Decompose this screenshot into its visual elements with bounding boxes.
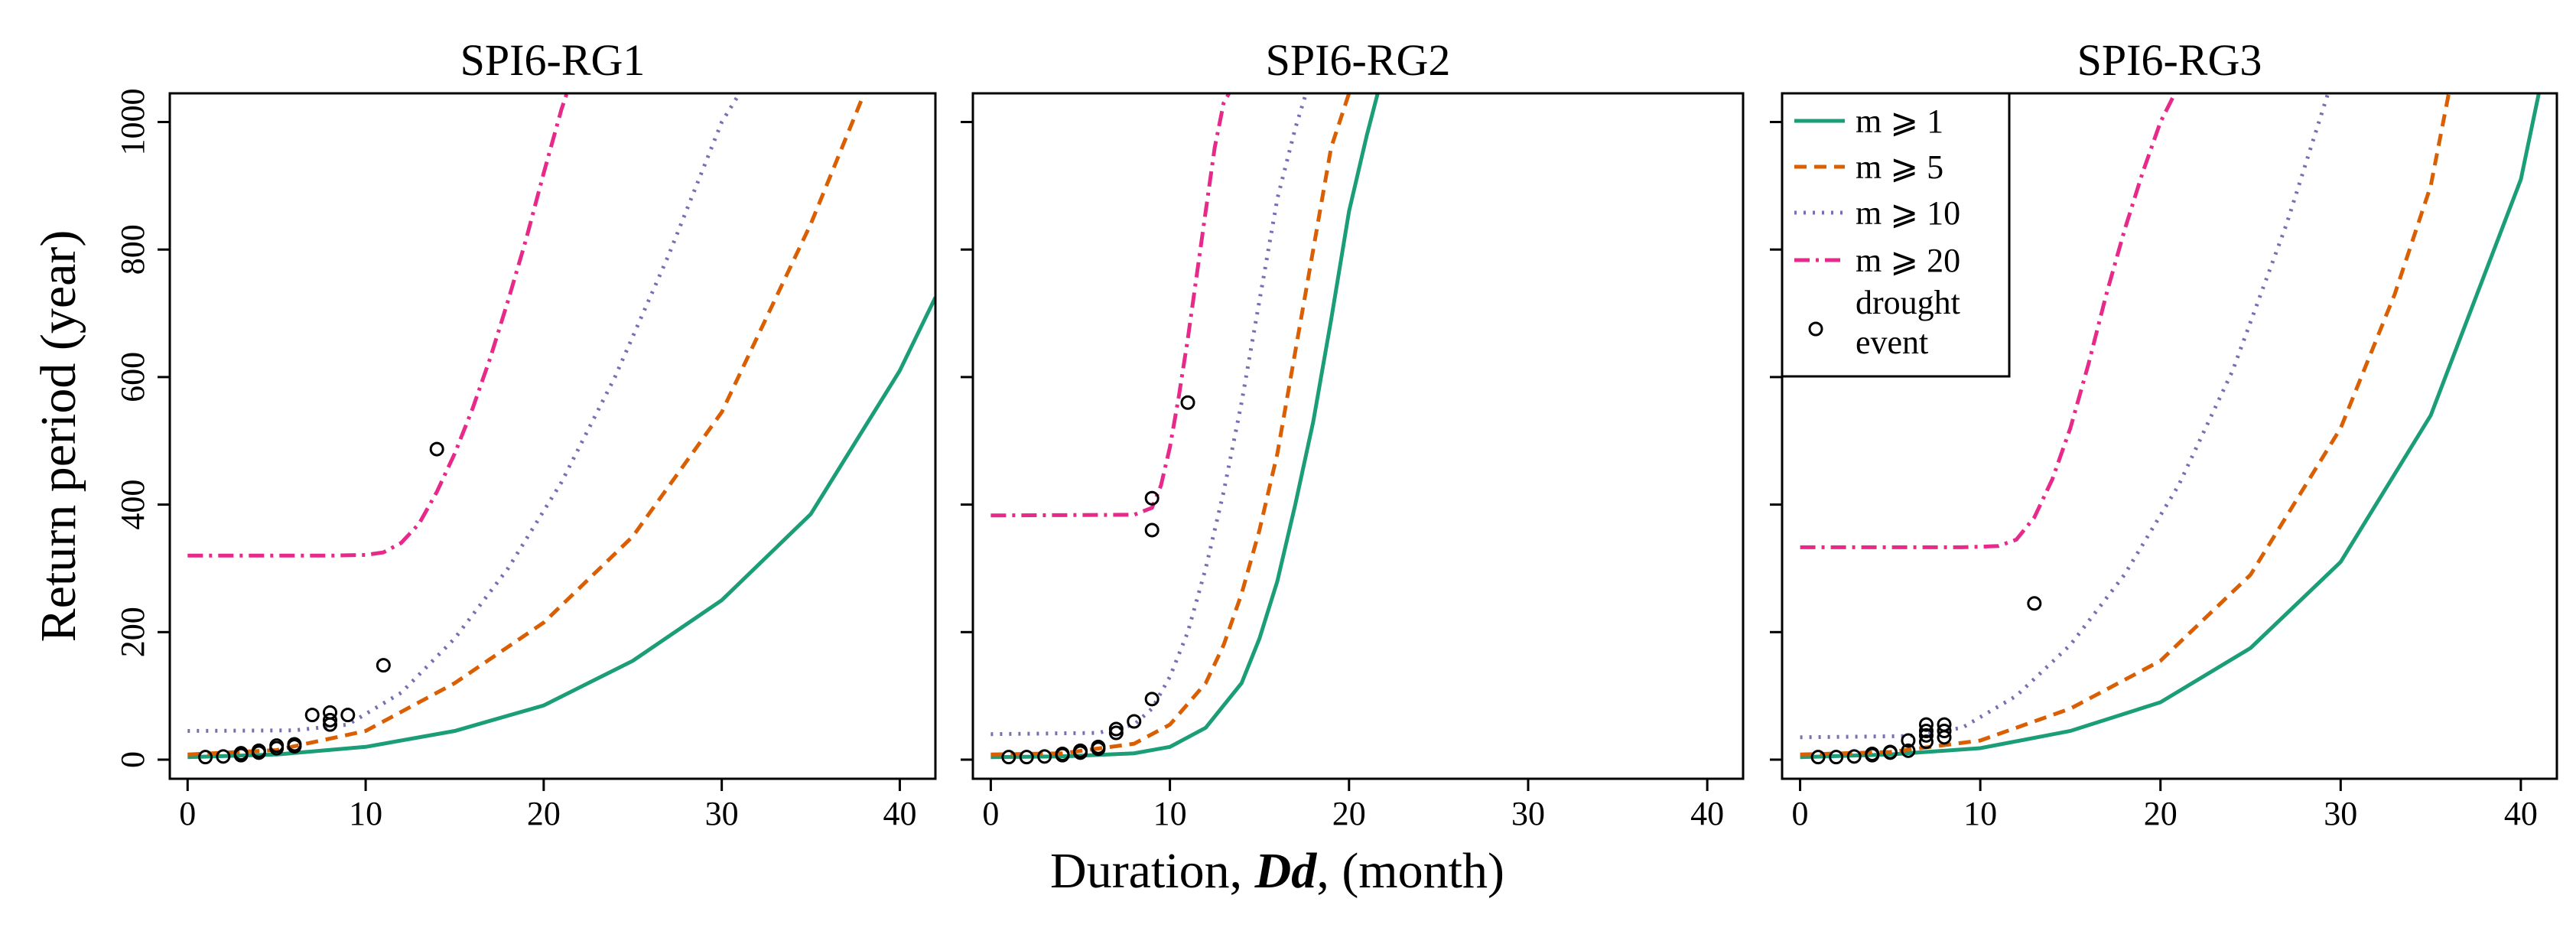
drought-event-point <box>1019 750 1034 765</box>
x-tick-label: 30 <box>2324 795 2357 832</box>
legend-point-marker <box>1808 321 1823 337</box>
x-tick-label: 10 <box>1153 795 1187 832</box>
legend-label: m ⩾ 5 <box>1856 148 1943 186</box>
drought-event-point <box>1001 750 1016 765</box>
legend-box <box>1781 92 2011 378</box>
series-line <box>1800 93 2541 760</box>
drought-event-point <box>1918 717 1934 732</box>
drought-event-point <box>1937 723 1952 738</box>
legend-label: drought <box>1856 284 1960 321</box>
y-tick-label: 600 <box>114 352 151 402</box>
legend-label: m ⩾ 1 <box>1856 103 1943 140</box>
x-tick-label: 40 <box>1690 795 1724 832</box>
drought-event-point <box>1901 743 1916 758</box>
drought-event-point <box>323 712 338 728</box>
drought-event-point <box>1073 743 1088 758</box>
drought-event-point <box>233 746 249 761</box>
drought-event-point <box>1810 750 1826 765</box>
x-axis-label: Duration, Dd, (month) <box>1050 843 1504 899</box>
drought-event-point <box>2027 596 2042 611</box>
x-tick-label: 10 <box>1963 795 1997 832</box>
drought-event-point <box>429 441 444 457</box>
panel-frame <box>168 92 937 780</box>
drought-event-point <box>1846 749 1862 764</box>
drought-event-point <box>1144 692 1160 707</box>
drought-event-point <box>1918 723 1934 738</box>
panel-3: SPI6-RG3 0 10 20 30 40 m ⩾ 1 m ⩾ 5 m ⩾ 10 m ⩾ 20 d… <box>1770 35 2558 832</box>
drought-event-point <box>1882 744 1898 760</box>
y-tick-label: 200 <box>114 607 151 657</box>
x-tick-label: 40 <box>883 795 916 832</box>
x-tick-label: 0 <box>982 795 999 832</box>
panel-title: SPI6-RG2 <box>1266 35 1451 85</box>
drought-event-point <box>1144 522 1160 538</box>
panel-plot-area <box>990 93 1380 765</box>
panel-2: SPI6-RG2 0 10 20 30 40 <box>961 35 1745 832</box>
drought-event-point <box>251 743 266 758</box>
series-line <box>1800 93 2330 740</box>
x-tick-label: 20 <box>1332 795 1366 832</box>
drought-event-point <box>1918 734 1934 750</box>
legend-label: m ⩾ 10 <box>1856 194 1960 232</box>
x-tick-label: 30 <box>1511 795 1545 832</box>
drought-event-point <box>323 705 338 720</box>
series-line <box>990 93 1231 518</box>
series-line <box>1800 93 2451 757</box>
x-tick-label: 20 <box>2144 795 2178 832</box>
series-line <box>990 93 1380 760</box>
drought-event-point <box>216 749 231 764</box>
y-tick-label: 400 <box>114 480 151 530</box>
x-tick-label: 30 <box>705 795 739 832</box>
drought-event-point <box>340 708 356 723</box>
panel-frame <box>971 92 1745 780</box>
y-tick-label: 1000 <box>114 89 151 156</box>
legend-label: m ⩾ 20 <box>1856 242 1960 279</box>
series-line <box>990 93 1351 757</box>
series-line <box>1800 93 2177 549</box>
panel-title: SPI6-RG3 <box>2077 35 2262 85</box>
x-tick-label: 20 <box>527 795 561 832</box>
drought-event-point <box>1055 746 1070 761</box>
drought-event-point <box>287 737 302 752</box>
drought-event-point <box>269 738 285 754</box>
drought-event-point <box>1829 750 1844 765</box>
drought-event-point <box>1918 728 1934 743</box>
drought-event-point <box>1108 721 1124 737</box>
drought-event-point <box>1037 749 1052 764</box>
drought-event-point <box>1144 490 1160 506</box>
panel-frame <box>1781 92 2558 780</box>
panel-title: SPI6-RG1 <box>460 35 646 85</box>
panel-plot-area <box>187 93 935 765</box>
drought-event-point <box>304 708 320 723</box>
series-line <box>187 93 742 733</box>
drought-event-point <box>1865 746 1880 761</box>
y-axis-label: Return period (year) <box>31 230 86 643</box>
series-line <box>187 93 569 558</box>
drought-event-point <box>1180 395 1195 410</box>
drought-event-point <box>198 750 213 765</box>
y-tick-label: 800 <box>114 224 151 275</box>
series-line <box>187 296 935 760</box>
drought-event-point <box>1091 739 1106 754</box>
y-tick-label: 0 <box>114 751 151 768</box>
x-tick-label: 10 <box>349 795 382 832</box>
x-tick-label: 40 <box>2504 795 2538 832</box>
series-line <box>187 93 867 757</box>
x-tick-label: 0 <box>1792 795 1809 832</box>
drought-event-point <box>1901 733 1916 748</box>
legend-label: event <box>1856 324 1928 361</box>
drought-event-point <box>1127 714 1142 729</box>
drought-event-point <box>376 658 391 673</box>
drought-event-point <box>1937 717 1952 732</box>
x-tick-label: 0 <box>179 795 196 832</box>
panel-plot-area <box>1800 93 2541 765</box>
